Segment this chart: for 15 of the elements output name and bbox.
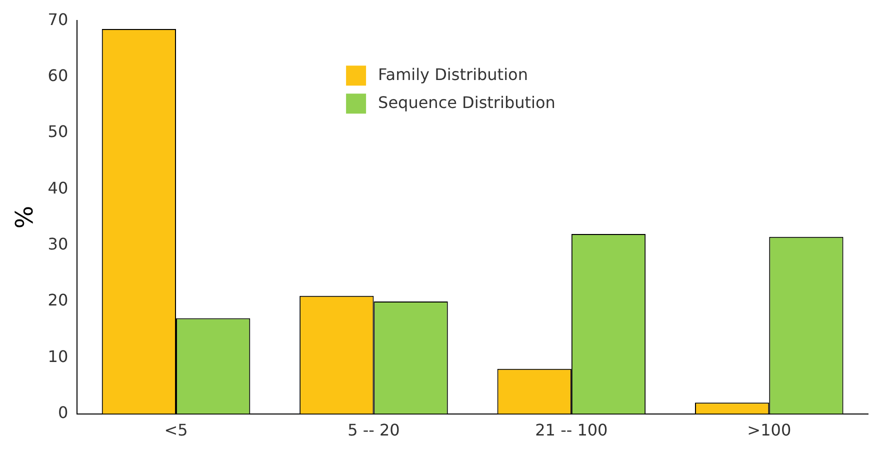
y-tick-label: 70: [48, 10, 68, 29]
y-tick-label: 0: [58, 402, 68, 422]
y-tick-label: 50: [48, 122, 68, 142]
y-tick-label: 30: [48, 234, 68, 254]
x-tick-label: 5 -- 20: [348, 420, 400, 440]
y-tick-label: 10: [48, 346, 68, 366]
x-tick-label: 21 -- 100: [535, 420, 608, 440]
x-tick-label: <5: [164, 420, 188, 440]
legend-label: Family Distribution: [378, 64, 528, 84]
x-tick-label: >100: [747, 420, 792, 440]
y-tick-label: 60: [48, 66, 68, 85]
y-tick-label: 40: [48, 178, 68, 198]
y-axis-title: %: [10, 206, 39, 229]
y-tick-label: 20: [48, 290, 68, 310]
legend-label: Sequence Distribution: [378, 92, 556, 112]
